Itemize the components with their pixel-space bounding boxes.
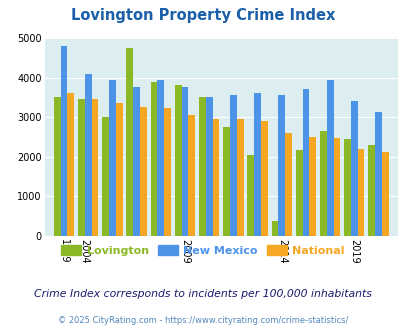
Bar xyxy=(126,48,133,236)
Bar xyxy=(374,113,381,236)
Legend: Lovington, New Mexico, National: Lovington, New Mexico, National xyxy=(57,241,348,260)
Bar xyxy=(278,95,284,236)
Bar xyxy=(67,93,74,236)
Bar xyxy=(367,145,374,236)
Bar xyxy=(164,109,171,236)
Bar xyxy=(343,139,350,236)
Text: © 2025 CityRating.com - https://www.cityrating.com/crime-statistics/: © 2025 CityRating.com - https://www.city… xyxy=(58,315,347,325)
Bar xyxy=(236,119,243,236)
Bar xyxy=(102,117,109,236)
Bar xyxy=(133,87,140,236)
Bar xyxy=(309,137,315,236)
Bar xyxy=(319,131,326,236)
Bar xyxy=(229,95,236,236)
Bar xyxy=(326,80,333,236)
Text: Crime Index corresponds to incidents per 100,000 inhabitants: Crime Index corresponds to incidents per… xyxy=(34,289,371,299)
Bar xyxy=(175,85,181,236)
Bar xyxy=(60,46,67,236)
Bar xyxy=(109,80,115,236)
Bar xyxy=(78,99,85,236)
Bar xyxy=(381,152,388,236)
Bar xyxy=(357,149,364,236)
Bar xyxy=(181,87,188,236)
Bar xyxy=(54,97,60,236)
Bar xyxy=(271,221,278,236)
Bar xyxy=(140,107,146,236)
Bar xyxy=(333,138,339,236)
Bar xyxy=(254,93,260,236)
Bar xyxy=(302,89,309,236)
Bar xyxy=(150,82,157,236)
Bar xyxy=(247,155,254,236)
Bar xyxy=(350,101,357,236)
Bar xyxy=(223,127,229,236)
Bar xyxy=(92,99,98,236)
Bar xyxy=(295,150,302,236)
Text: Lovington Property Crime Index: Lovington Property Crime Index xyxy=(70,8,335,23)
Bar xyxy=(85,74,92,236)
Bar xyxy=(198,97,205,236)
Bar xyxy=(260,121,267,236)
Bar xyxy=(115,103,122,236)
Bar xyxy=(157,80,164,236)
Bar xyxy=(188,115,195,236)
Bar xyxy=(212,119,219,236)
Bar xyxy=(284,133,291,236)
Bar xyxy=(205,97,212,236)
